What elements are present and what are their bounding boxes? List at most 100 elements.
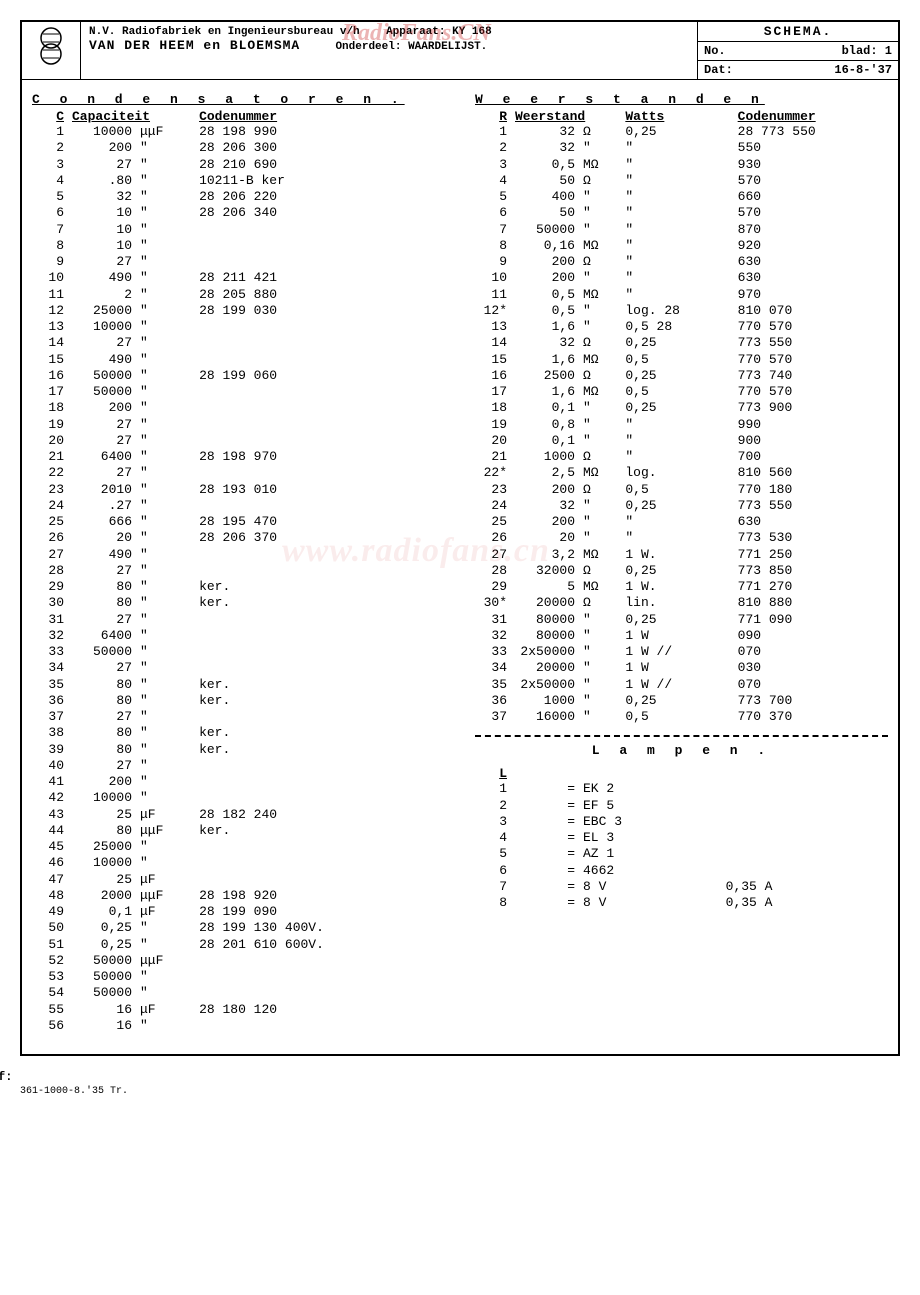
table-cell: 18 [475,400,511,416]
table-cell: 10 [68,222,136,238]
table-cell [722,781,888,797]
table-row: 5=AZ 1 [475,846,888,862]
res-col-val: Weerstand [511,109,621,124]
table-cell: 27 [68,157,136,173]
no-label: No. [704,44,726,58]
table-cell: 41 [32,774,68,790]
table-cell: 660 [734,189,888,205]
table-cell: 550 [734,140,888,156]
table-cell: 200 [511,254,579,270]
table-row: 151,6MΩ0,5770 570 [475,352,888,368]
res-col-r: R [475,109,511,124]
table-cell: 34 [475,660,511,676]
table-cell: 0,5 [511,157,579,173]
table-row: 4027" [32,758,445,774]
table-cell: " [579,514,621,530]
paraaf-label: Paraaf: [0,1070,12,1084]
table-cell: 18 [32,400,68,416]
table-row: 112"28 205 880 [32,287,445,303]
table-cell: 50000 [68,644,136,660]
table-cell [195,612,445,628]
table-cell: 30* [475,595,511,611]
table-cell [195,498,445,514]
table-row: 132Ω0,2528 773 550 [475,124,888,140]
table-cell: 28 199 090 [195,904,445,920]
table-cell: = [511,798,579,814]
lampen-title: L a m p e n . [475,743,888,758]
table-row: 5350000" [32,969,445,985]
table-cell: 27 [68,433,136,449]
table-row: 352x50000"1 W //070 [475,677,888,693]
table-row: 610"28 206 340 [32,205,445,221]
table-cell: 770 370 [734,709,888,725]
table-cell: 13 [32,319,68,335]
res-col-watts: Watts [621,109,733,124]
table-cell: ker. [195,823,445,839]
table-cell: 0,5 [621,709,733,725]
table-row: 2980"ker. [32,579,445,595]
table-cell: 28 [475,563,511,579]
table-cell: " [136,644,195,660]
table-cell: 2 [475,798,511,814]
table-cell [195,222,445,238]
table-cell: ker. [195,579,445,595]
table-cell: " [579,709,621,725]
table-cell: 2 [68,287,136,303]
table-cell: 0,25 [621,400,733,416]
table-cell: 3,2 [511,547,579,563]
table-cell: 1 W // [621,677,733,693]
table-row: 24.27" [32,498,445,514]
table-row: 1650000"28 199 060 [32,368,445,384]
table-row: 2827" [32,563,445,579]
table-cell: 28 206 370 [195,530,445,546]
table-cell: " [136,612,195,628]
table-cell: " [621,189,733,205]
table-cell: " [136,465,195,481]
table-row: 2620""773 530 [475,530,888,546]
table-cell: " [136,319,195,335]
table-cell: 20 [32,433,68,449]
table-cell: 25000 [68,839,136,855]
table-cell: 6 [475,205,511,221]
table-cell: 27 [68,417,136,433]
table-cell: " [579,677,621,693]
table-row: 3880"ker. [32,725,445,741]
table-cell: " [579,660,621,676]
company-line1: N.V. Radiofabriek en Ingenieursbureau v/… [89,26,360,38]
table-cell: 0,5 [511,303,579,319]
table-cell: 13 [475,319,511,335]
table-cell: Ω [579,124,621,140]
cond-col-code: Codenummer [195,109,445,124]
table-cell: 32 [511,124,579,140]
table-cell: " [136,482,195,498]
table-cell: 0,25 [621,693,733,709]
table-cell: ker. [195,595,445,611]
table-row: 171,6MΩ0,5770 570 [475,384,888,400]
table-row: 3280000"1 W090 [475,628,888,644]
table-row: 2620"28 206 370 [32,530,445,546]
table-cell [195,644,445,660]
table-cell: Ω [579,173,621,189]
table-cell: 22* [475,465,511,481]
table-row: 750000""870 [475,222,888,238]
table-cell: 3 [475,814,511,830]
blad-value: 1 [885,44,892,58]
table-row: 500,25"28 199 130 400V. [32,920,445,936]
table-cell: 0,25 [621,563,733,579]
table-cell [722,798,888,814]
table-cell: 50000 [68,368,136,384]
table-cell: " [621,530,733,546]
table-row: 180,1"0,25773 900 [475,400,888,416]
table-cell: " [136,547,195,563]
table-cell: 9 [475,254,511,270]
table-cell: " [136,985,195,1001]
table-cell: " [136,189,195,205]
table-cell: ker. [195,742,445,758]
table-cell: μF [136,872,195,888]
table-cell: ker. [195,677,445,693]
table-cell: " [136,709,195,725]
table-cell: " [621,173,733,189]
table-cell: 27 [68,612,136,628]
table-row: 211000Ω"700 [475,449,888,465]
table-cell: 771 270 [734,579,888,595]
